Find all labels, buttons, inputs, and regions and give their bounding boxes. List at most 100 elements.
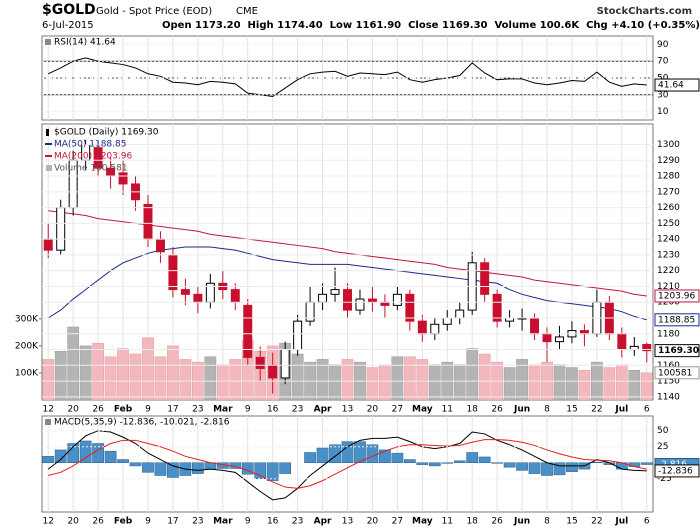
x-tick-label: 23 — [292, 405, 303, 415]
histogram-bar — [453, 460, 466, 463]
x-tick-label: Feb — [114, 405, 133, 415]
volume-bar — [316, 359, 329, 400]
panel-title: RSI(14) 41.64 — [54, 38, 116, 48]
candle-body — [343, 289, 352, 311]
x-tick-label: 20 — [67, 517, 79, 527]
histogram-bar — [167, 462, 179, 478]
y-tick-label: 1160 — [657, 361, 680, 371]
histogram-bar — [516, 462, 528, 471]
x-tick-label: 9 — [245, 405, 251, 415]
candle-body — [530, 317, 540, 335]
volume-bar — [67, 326, 80, 400]
y-tick-label: 50 — [657, 74, 669, 84]
x-tick-label: Feb — [114, 517, 133, 527]
volume-bar — [229, 359, 242, 400]
volume-bar — [341, 359, 354, 400]
histogram-bar — [341, 441, 354, 463]
histogram-bar — [79, 440, 92, 463]
legend-entry: Volume 100,581 — [54, 164, 128, 174]
y-tick-label: 1210 — [657, 282, 680, 292]
y-tick-label: 1140 — [657, 392, 680, 402]
histogram-bar — [591, 461, 603, 463]
volume-bar — [428, 364, 441, 400]
brand[interactable]: StockCharts.com — [597, 6, 692, 17]
legend-entry: MA(200) 1203.96 — [54, 152, 132, 162]
candle-body — [330, 289, 340, 295]
x-tick-label: Apr — [314, 405, 332, 415]
candle-body — [417, 320, 427, 335]
volume-bar — [366, 367, 379, 400]
volume-bar — [453, 364, 466, 400]
exchange: CME — [236, 6, 258, 17]
legend-entry: MA(50) 1188.85 — [54, 140, 126, 150]
volume-bar — [391, 356, 404, 400]
x-tick-label: 20 — [367, 405, 379, 415]
volume-bar — [615, 364, 628, 400]
x-tick-label: 11 — [442, 517, 453, 527]
quote-date: 6-Jul-2015 — [42, 20, 94, 31]
x-tick-label: 9 — [245, 517, 251, 527]
x-tick-label: 22 — [591, 405, 602, 415]
volume-bar — [640, 372, 653, 400]
volume-bar — [566, 367, 578, 400]
legend-icon — [46, 129, 49, 136]
histogram-bar — [42, 456, 55, 463]
panel-title: MACD(5,35,9) -12.836, -10.021, -2.816 — [54, 418, 230, 428]
x-tick-label: 12 — [43, 405, 54, 415]
legend-entry: $GOLD (Daily) 1169.30 — [54, 128, 159, 138]
volume-bar — [117, 348, 129, 400]
end-label: 1188.85 — [658, 315, 695, 325]
candle-body — [430, 323, 440, 335]
volume-tick-label: 200K — [15, 341, 39, 351]
x-tick-label: Jul — [614, 405, 628, 415]
x-tick-label: 20 — [367, 517, 379, 527]
candle-body — [268, 364, 278, 379]
end-label-box — [654, 313, 700, 327]
x-tick-label: 6 — [644, 517, 650, 527]
x-tick-label: Jun — [513, 405, 530, 415]
y-tick-label: 70 — [657, 57, 669, 67]
histogram-bar — [528, 462, 541, 474]
histogram-bar — [628, 462, 641, 467]
histogram-bar — [254, 462, 267, 479]
x-tick-label: 27 — [392, 405, 403, 415]
y-tick-label: -25 — [657, 474, 672, 484]
x-tick-label: Jun — [513, 517, 530, 527]
volume-bar — [104, 356, 117, 400]
candle-body — [455, 309, 465, 319]
histogram-bar — [466, 452, 479, 463]
histogram-bar — [503, 462, 516, 468]
x-tick-label: 8 — [544, 517, 550, 527]
histogram-bar — [640, 462, 653, 465]
x-tick-label: May — [412, 517, 433, 527]
candle-body — [442, 317, 452, 325]
x-tick-label: 9 — [145, 517, 151, 527]
volume-bar — [129, 353, 142, 400]
x-tick-label: 11 — [442, 405, 453, 415]
y-tick-label: 1240 — [657, 235, 680, 245]
histogram-bar — [416, 462, 429, 465]
x-tick-label: 23 — [292, 517, 303, 527]
x-tick-label: 15 — [566, 405, 577, 415]
histogram-bar — [142, 462, 154, 473]
histogram-bar — [192, 462, 204, 474]
x-tick-label: Mar — [213, 517, 233, 527]
x-tick-label: 20 — [67, 405, 79, 415]
y-tick-label: 1270 — [657, 187, 680, 197]
x-tick-label: 16 — [267, 517, 279, 527]
candle-body — [118, 172, 128, 185]
x-tick-label: 18 — [466, 405, 478, 415]
candle-body — [193, 293, 203, 303]
histogram-bar — [428, 462, 441, 467]
volume-tick-label: 300K — [15, 314, 39, 324]
histogram-bar — [104, 450, 117, 463]
histogram-bar — [541, 462, 553, 476]
end-label-box — [654, 78, 700, 92]
volume-tick-label: 100K — [15, 368, 39, 378]
y-tick-label: 1300 — [657, 140, 680, 150]
volume-bar — [403, 356, 416, 400]
x-tick-label: 12 — [43, 517, 54, 527]
histogram-bar — [54, 449, 67, 463]
volume-bar — [54, 351, 67, 400]
